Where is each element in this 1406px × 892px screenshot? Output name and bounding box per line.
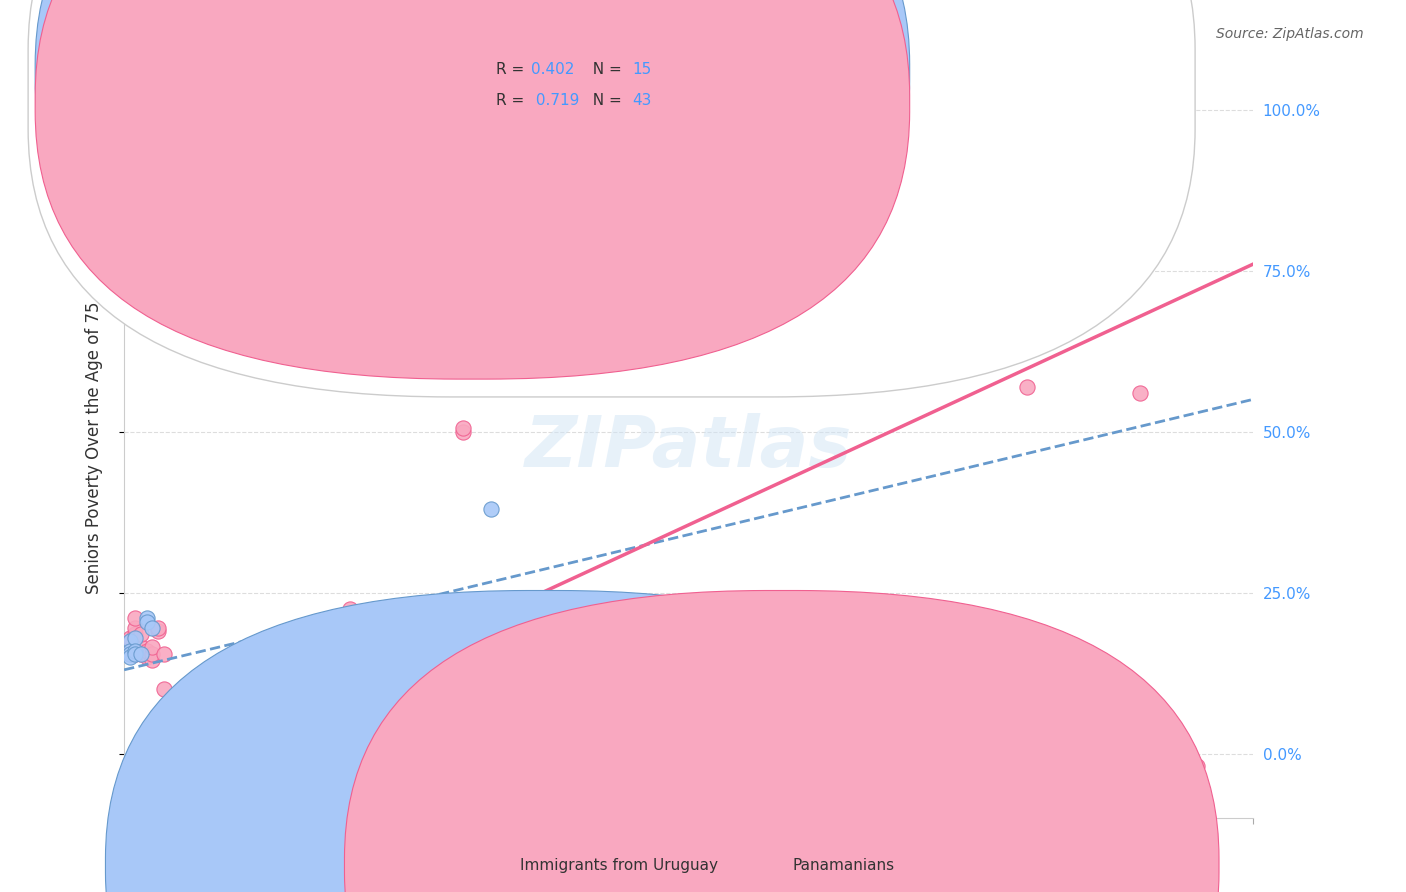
- Point: [152, 647, 174, 661]
- Point: [124, 643, 146, 657]
- Point: [395, 318, 418, 333]
- Point: [479, 501, 502, 516]
- Point: [536, 707, 558, 722]
- Point: [124, 631, 146, 645]
- Point: [135, 647, 157, 661]
- Point: [367, 647, 389, 661]
- Point: [451, 425, 474, 439]
- Point: [118, 649, 141, 664]
- Point: [118, 637, 141, 651]
- Point: [135, 615, 157, 629]
- Point: [152, 682, 174, 697]
- Point: [1129, 386, 1152, 401]
- Point: [283, 360, 305, 375]
- Text: 43: 43: [633, 94, 652, 108]
- Point: [339, 621, 361, 635]
- Point: [141, 621, 163, 635]
- Point: [118, 640, 141, 655]
- Point: [118, 631, 141, 645]
- Text: ZIPatlas: ZIPatlas: [524, 413, 852, 483]
- Point: [146, 624, 169, 639]
- Point: [621, 647, 644, 661]
- Point: [135, 611, 157, 625]
- Point: [124, 643, 146, 657]
- Point: [118, 647, 141, 661]
- Point: [1017, 379, 1039, 393]
- Point: [124, 647, 146, 661]
- Text: 0.719: 0.719: [531, 94, 579, 108]
- Text: Immigrants from Uruguay: Immigrants from Uruguay: [520, 858, 717, 872]
- Text: R =: R =: [496, 94, 530, 108]
- Text: Source: ZipAtlas.com: Source: ZipAtlas.com: [1216, 27, 1364, 41]
- Point: [141, 653, 163, 667]
- Point: [124, 647, 146, 661]
- Point: [846, 186, 869, 201]
- Point: [451, 421, 474, 435]
- Point: [129, 640, 152, 655]
- Point: [124, 611, 146, 625]
- Point: [339, 601, 361, 615]
- Point: [146, 621, 169, 635]
- Point: [124, 640, 146, 655]
- Text: R =: R =: [496, 62, 530, 77]
- Point: [508, 647, 530, 661]
- Point: [339, 617, 361, 632]
- Point: [508, 627, 530, 641]
- Point: [564, 647, 586, 661]
- Point: [141, 640, 163, 655]
- Point: [157, 714, 180, 729]
- Text: Panamanians: Panamanians: [793, 858, 894, 872]
- Point: [129, 627, 152, 641]
- Text: 0.402: 0.402: [531, 62, 575, 77]
- Point: [141, 647, 163, 661]
- Point: [118, 633, 141, 648]
- Point: [129, 647, 152, 661]
- Y-axis label: Seniors Poverty Over the Age of 75: Seniors Poverty Over the Age of 75: [86, 301, 103, 594]
- Text: N =: N =: [583, 94, 627, 108]
- Point: [124, 621, 146, 635]
- Text: IMMIGRANTS FROM URUGUAY VS PANAMANIAN SENIORS POVERTY OVER THE AGE OF 75 CORRELA: IMMIGRANTS FROM URUGUAY VS PANAMANIAN SE…: [56, 27, 943, 42]
- Point: [124, 627, 146, 641]
- Point: [118, 647, 141, 661]
- Point: [790, 373, 813, 387]
- Point: [118, 633, 141, 648]
- Point: [395, 283, 418, 297]
- Point: [129, 647, 152, 661]
- Point: [678, 721, 700, 735]
- Point: [118, 643, 141, 657]
- Point: [135, 643, 157, 657]
- Text: 15: 15: [633, 62, 652, 77]
- Point: [118, 643, 141, 657]
- Point: [1185, 759, 1208, 773]
- Point: [135, 649, 157, 664]
- Text: N =: N =: [583, 62, 627, 77]
